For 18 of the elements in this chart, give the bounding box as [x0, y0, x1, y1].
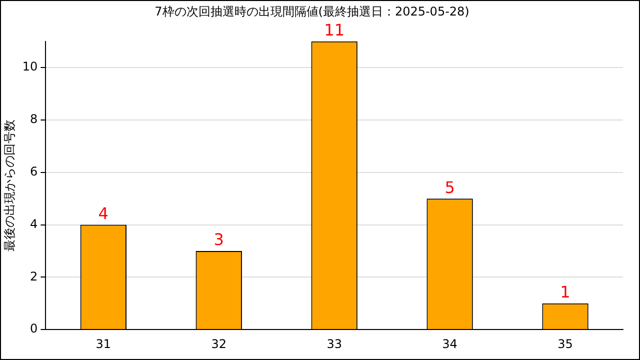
data-label: 4: [98, 204, 108, 223]
x-tick-label: 32: [211, 336, 227, 351]
y-tick-label: 10: [22, 60, 38, 74]
data-label: 5: [444, 178, 455, 197]
chart-title: 7枠の次回抽選時の出現間隔値(最終抽選日：2025-05-28): [154, 4, 470, 18]
y-tick-label: 2: [30, 269, 38, 284]
y-axis-title: 最後の出現からの回号数: [2, 120, 16, 252]
y-tick-label: 4: [30, 216, 38, 231]
y-tick-label: 0: [30, 322, 38, 336]
x-tick-label: 33: [326, 336, 342, 351]
y-tick-label: 8: [30, 112, 38, 126]
x-tick-label: 31: [96, 336, 112, 351]
x-tick-label: 34: [442, 336, 458, 351]
data-label: 11: [324, 20, 345, 40]
data-label: 1: [560, 282, 570, 302]
data-label: 3: [214, 230, 224, 250]
x-tick-label: 35: [558, 336, 573, 351]
y-tick-label: 6: [30, 164, 38, 179]
